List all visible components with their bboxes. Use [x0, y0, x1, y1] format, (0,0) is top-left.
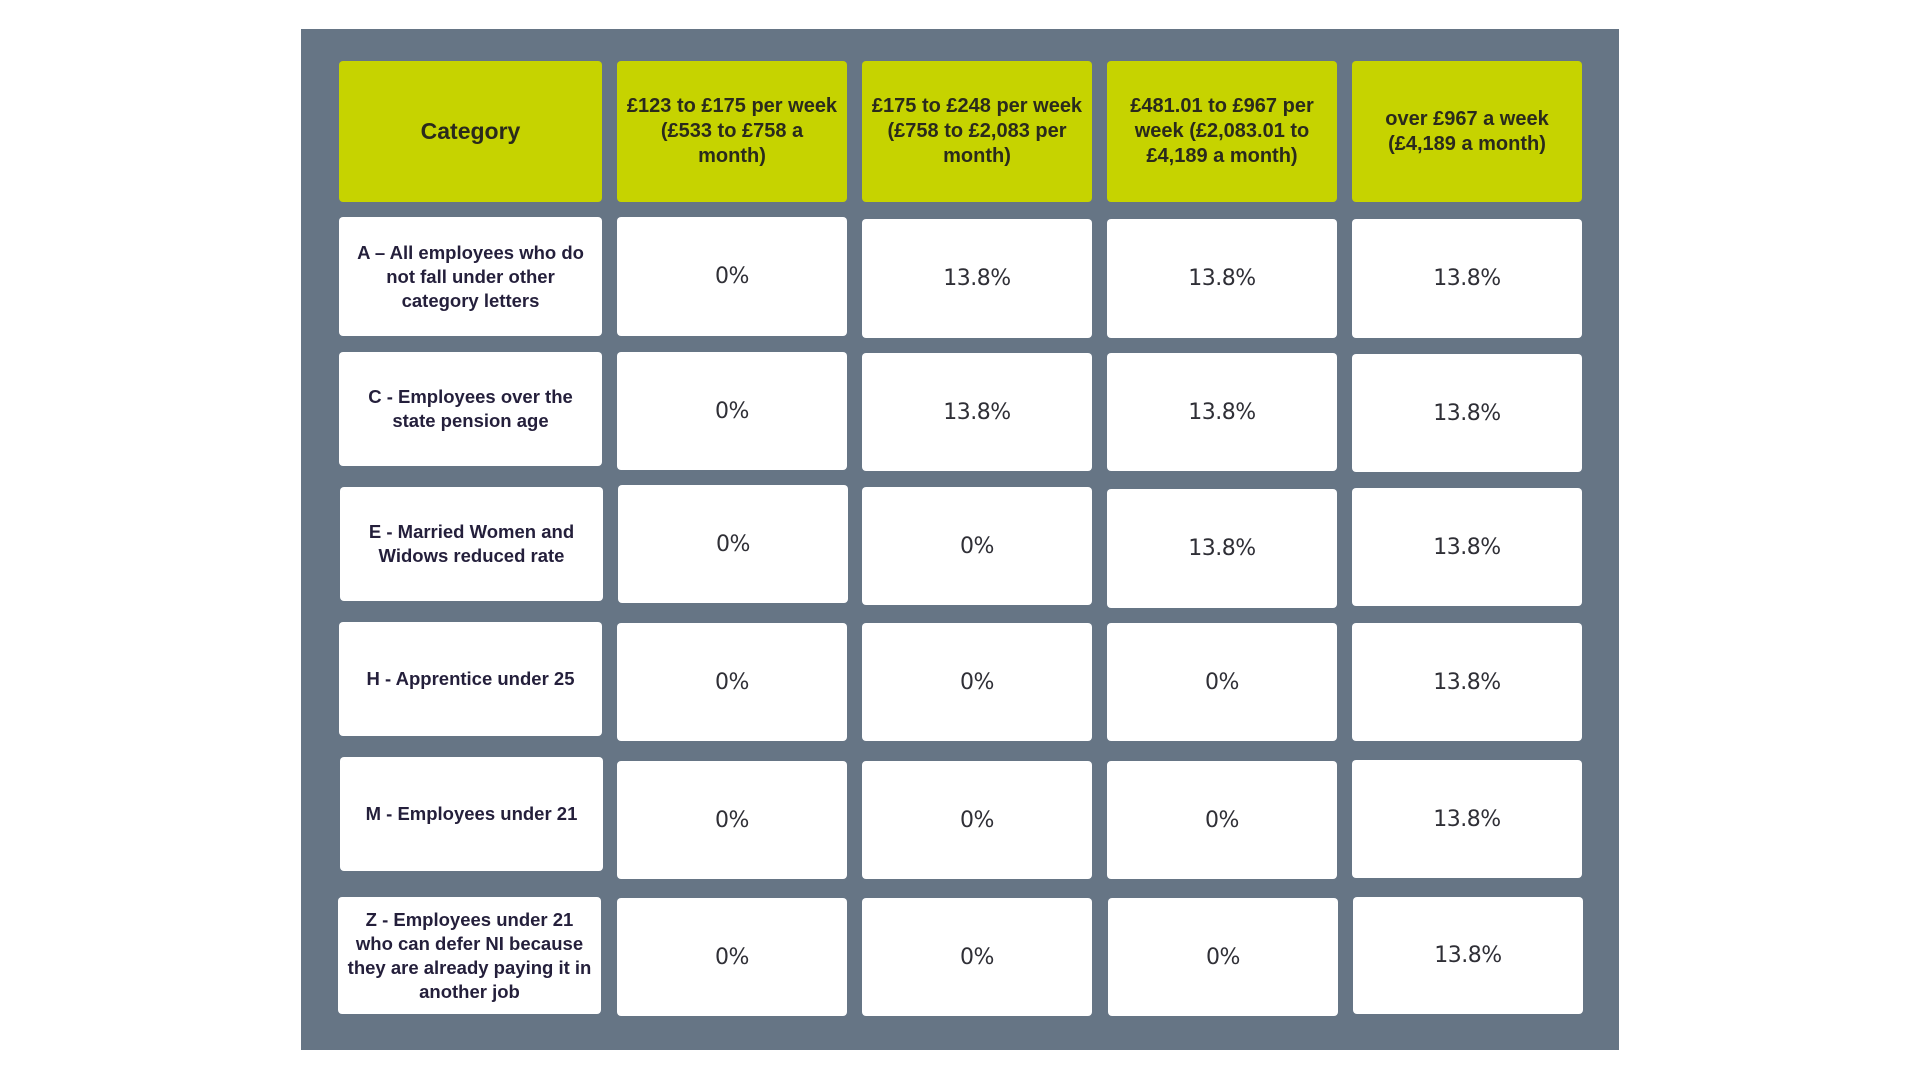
header-band-4: over £967 a week (£4,189 a month): [1352, 61, 1582, 202]
rate-cell: 13.8%: [1352, 488, 1582, 606]
rate-cell: 13.8%: [1107, 219, 1337, 338]
rate-cell: 13.8%: [1352, 219, 1582, 338]
row-label-z: Z - Employees under 21 who can defer NI …: [338, 897, 601, 1014]
row-label-a: A – All employees who do not fall under …: [339, 217, 602, 336]
rate-cell: 0%: [617, 217, 847, 336]
row-label-e: E - Married Women and Widows reduced rat…: [340, 487, 603, 601]
rate-cell: 0%: [862, 487, 1092, 605]
header-band-2: £175 to £248 per week (£758 to £2,083 pe…: [862, 61, 1092, 202]
rate-cell: 13.8%: [862, 219, 1092, 338]
row-label-h: H - Apprentice under 25: [339, 622, 602, 736]
header-category: Category: [339, 61, 602, 202]
rate-cell: 0%: [862, 898, 1092, 1016]
rate-cell: 13.8%: [1107, 489, 1337, 608]
rate-cell: 13.8%: [1353, 897, 1583, 1014]
rate-cell: 13.8%: [1352, 354, 1582, 472]
rate-cell: 0%: [617, 352, 847, 470]
row-label-c: C - Employees over the state pension age: [339, 352, 602, 466]
rate-cell: 13.8%: [1352, 760, 1582, 878]
rate-cell: 0%: [617, 761, 847, 879]
header-band-3: £481.01 to £967 per week (£2,083.01 to £…: [1107, 61, 1337, 202]
rate-cell: 0%: [618, 485, 848, 603]
rate-cell: 0%: [617, 898, 847, 1016]
rate-cell: 0%: [617, 623, 847, 741]
rate-cell: 13.8%: [862, 353, 1092, 471]
header-band-1: £123 to £175 per week (£533 to £758 a mo…: [617, 61, 847, 202]
rate-cell: 0%: [1108, 898, 1338, 1016]
rate-cell: 0%: [862, 623, 1092, 741]
row-label-m: M - Employees under 21: [340, 757, 603, 871]
rate-cell: 0%: [862, 761, 1092, 879]
rate-cell: 13.8%: [1352, 623, 1582, 741]
rate-cell: 0%: [1107, 761, 1337, 879]
rate-cell: 13.8%: [1107, 353, 1337, 471]
rate-cell: 0%: [1107, 623, 1337, 741]
